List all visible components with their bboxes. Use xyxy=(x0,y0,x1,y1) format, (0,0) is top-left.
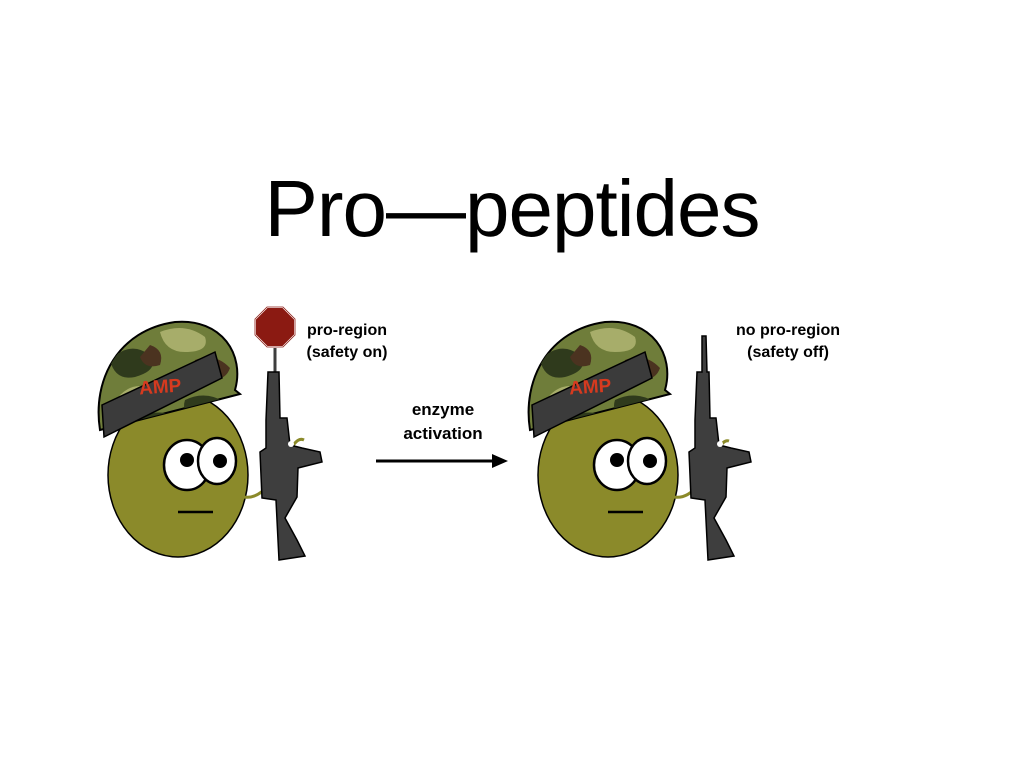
right-annotation-line2: (safety off) xyxy=(747,344,829,361)
right-eyes xyxy=(592,436,668,492)
activation-arrow: enzyme activation xyxy=(376,400,508,468)
right-character: AMP no pro-region (safety off) xyxy=(527,320,840,561)
right-annotation-line1: no pro-region xyxy=(736,322,840,339)
left-character: AMP xyxy=(97,306,388,561)
right-helmet: AMP xyxy=(527,320,673,439)
left-annotation-line1: pro-region xyxy=(307,322,387,339)
arrow-label-line2: activation xyxy=(403,424,483,443)
stop-sign-icon xyxy=(254,306,296,375)
left-helmet: AMP xyxy=(97,320,243,439)
arrow-label-line1: enzyme xyxy=(411,400,475,419)
right-rifle-icon xyxy=(688,335,752,561)
slide-title: Pro—peptides xyxy=(264,164,761,253)
left-rifle-icon xyxy=(259,371,323,561)
left-eyes xyxy=(162,436,238,492)
right-helmet-label: AMP xyxy=(568,376,612,400)
left-helmet-label: AMP xyxy=(138,376,182,400)
left-annotation-line2: (safety on) xyxy=(306,344,388,361)
